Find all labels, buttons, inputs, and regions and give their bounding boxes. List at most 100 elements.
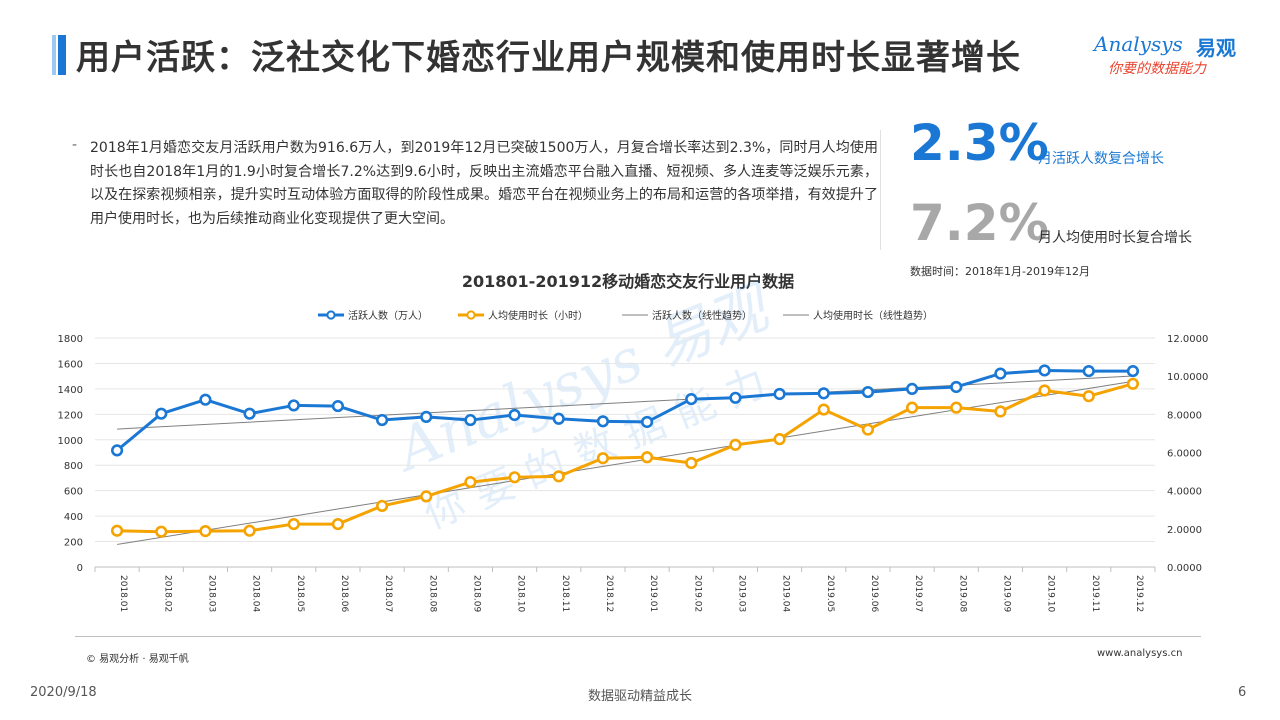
data-point-active-users <box>685 392 698 406</box>
x-tick-label: 2019.04 <box>781 575 791 612</box>
x-tick-label: 2018.09 <box>471 575 481 612</box>
data-point-active-users <box>905 382 919 395</box>
y-right-tick-label: 8.0000 <box>1167 410 1202 421</box>
data-point-active-users <box>508 408 521 422</box>
trend-line <box>117 380 1133 545</box>
x-tick-label: 2019.05 <box>825 575 835 612</box>
brand-logo: Analysys 易观 你要的数据能力 <box>1094 32 1254 82</box>
data-point-usage-hours <box>905 401 919 414</box>
data-point-usage-hours <box>1126 377 1140 390</box>
y-left-tick-label: 0 <box>77 563 83 574</box>
data-point-usage-hours <box>464 475 477 489</box>
website-link[interactable]: www.analysys.cn <box>1097 648 1183 659</box>
x-tick-label: 2018.12 <box>604 575 614 612</box>
line-chart: 0 200 400 600 800 1000 1200 1400 1600 1800 0.0000 2… <box>58 309 1209 612</box>
x-tick-label: 2018.05 <box>295 575 305 612</box>
x-tick-label: 2018.07 <box>383 575 393 612</box>
data-point-usage-hours <box>729 438 742 451</box>
data-point-active-users <box>729 391 742 404</box>
data-point-active-users <box>552 412 565 425</box>
y-left-tick-label: 1000 <box>58 436 83 447</box>
legend-label: 活跃人数（万人） <box>348 309 428 322</box>
y-left-tick-label: 800 <box>64 461 83 472</box>
x-tick-label: 2018.01 <box>118 575 128 612</box>
kpi-usage-growth-label: 月人均使用时长复合增长 <box>1038 230 1192 246</box>
data-point-usage-hours <box>685 456 698 470</box>
y-left-tick-label: 1600 <box>58 359 83 370</box>
data-point-usage-hours <box>1038 384 1051 397</box>
data-point-active-users <box>331 399 345 413</box>
x-tick-label: 2019.11 <box>1090 575 1100 612</box>
data-point-usage-hours <box>640 451 654 464</box>
y-left-tick-label: 400 <box>64 512 83 523</box>
data-point-active-users <box>817 387 830 400</box>
data-point-active-users <box>464 413 477 427</box>
x-tick-label: 2019.07 <box>913 575 923 612</box>
y-right-tick-label: 10.0000 <box>1167 372 1208 383</box>
data-point-active-users <box>375 413 389 427</box>
data-point-usage-hours <box>110 524 124 537</box>
data-point-usage-hours <box>817 403 830 416</box>
data-point-usage-hours <box>596 452 610 465</box>
x-tick-label: 2019.08 <box>957 575 967 612</box>
page-title: 用户活跃：泛社交化下婚恋行业用户规模和使用时长显著增长 <box>76 38 1021 78</box>
data-point-usage-hours <box>508 471 521 484</box>
y-right-tick-label: 0.0000 <box>1167 563 1202 574</box>
data-point-active-users <box>773 387 786 401</box>
x-tick-label: 2018.04 <box>251 575 261 612</box>
x-tick-label: 2018.11 <box>560 575 570 612</box>
series-line-usage-hours <box>117 382 1134 534</box>
data-point-active-users <box>1082 364 1095 378</box>
series-line-active-users <box>116 368 1133 452</box>
page-number: 6 <box>1238 685 1247 700</box>
data-point-usage-hours <box>552 470 565 483</box>
x-tick-label: 2019.01 <box>648 575 658 612</box>
x-tick-label: 2019.03 <box>736 575 746 612</box>
x-tick-label: 2019.02 <box>692 575 702 612</box>
y-left-tick-label: 1800 <box>58 334 83 345</box>
x-tick-label: 2018.02 <box>162 575 172 612</box>
data-point-active-users <box>155 407 168 420</box>
legend-label: 人均使用时长（线性趋势） <box>813 309 933 322</box>
data-point-active-users <box>861 385 875 399</box>
copyright-text: © 易观分析 · 易观千帆 <box>86 654 189 665</box>
x-tick-label: 2019.09 <box>1001 575 1011 612</box>
footer-slogan: 数据驱动精益成长 <box>587 689 692 704</box>
summary-bullet: - <box>72 137 78 153</box>
data-time-note: 数据时间：2018年1月-2019年12月 <box>910 265 1090 278</box>
y-left-tick-label: 1400 <box>58 385 83 396</box>
title-accent <box>58 35 66 75</box>
title-accent-light <box>52 35 56 75</box>
kpi-divider <box>880 130 881 250</box>
data-point-usage-hours <box>420 490 433 503</box>
logo-text-en: Analysys <box>1094 32 1183 56</box>
y-right-tick-label: 4.0000 <box>1167 487 1202 498</box>
chart-title: 201801-201912移动婚恋交友行业用户数据 <box>461 272 795 291</box>
data-point-active-users <box>994 367 1007 380</box>
data-point-usage-hours <box>773 433 786 446</box>
data-point-active-users <box>110 444 124 457</box>
data-point-usage-hours <box>375 499 389 513</box>
kpi-mau-growth-label: 月活跃人数复合增长 <box>1038 151 1164 167</box>
y-right-tick-label: 12.0000 <box>1167 334 1208 345</box>
y-left-tick-label: 200 <box>64 538 83 549</box>
legend-swatch-marker <box>326 310 336 320</box>
data-point-usage-hours <box>287 517 300 531</box>
x-tick-label: 2018.08 <box>427 575 437 612</box>
legend-swatch-marker <box>466 310 476 320</box>
data-point-usage-hours <box>994 405 1007 418</box>
data-point-usage-hours <box>243 524 256 537</box>
x-tick-label: 2018.10 <box>516 575 526 612</box>
x-tick-label: 2018.06 <box>339 575 349 612</box>
kpi-usage-growth-value: 7.2% <box>910 194 1049 252</box>
legend-label: 人均使用时长（小时） <box>488 309 588 322</box>
x-tick-label: 2019.06 <box>869 575 879 612</box>
data-point-active-users <box>243 407 256 420</box>
x-tick-label: 2019.12 <box>1134 575 1144 612</box>
data-point-active-users <box>1038 364 1051 377</box>
data-point-active-users <box>640 415 654 429</box>
data-point-usage-hours <box>331 517 345 531</box>
data-point-usage-hours <box>861 423 875 436</box>
y-right-tick-label: 2.0000 <box>1167 525 1202 536</box>
y-left-tick-label: 600 <box>64 487 83 498</box>
